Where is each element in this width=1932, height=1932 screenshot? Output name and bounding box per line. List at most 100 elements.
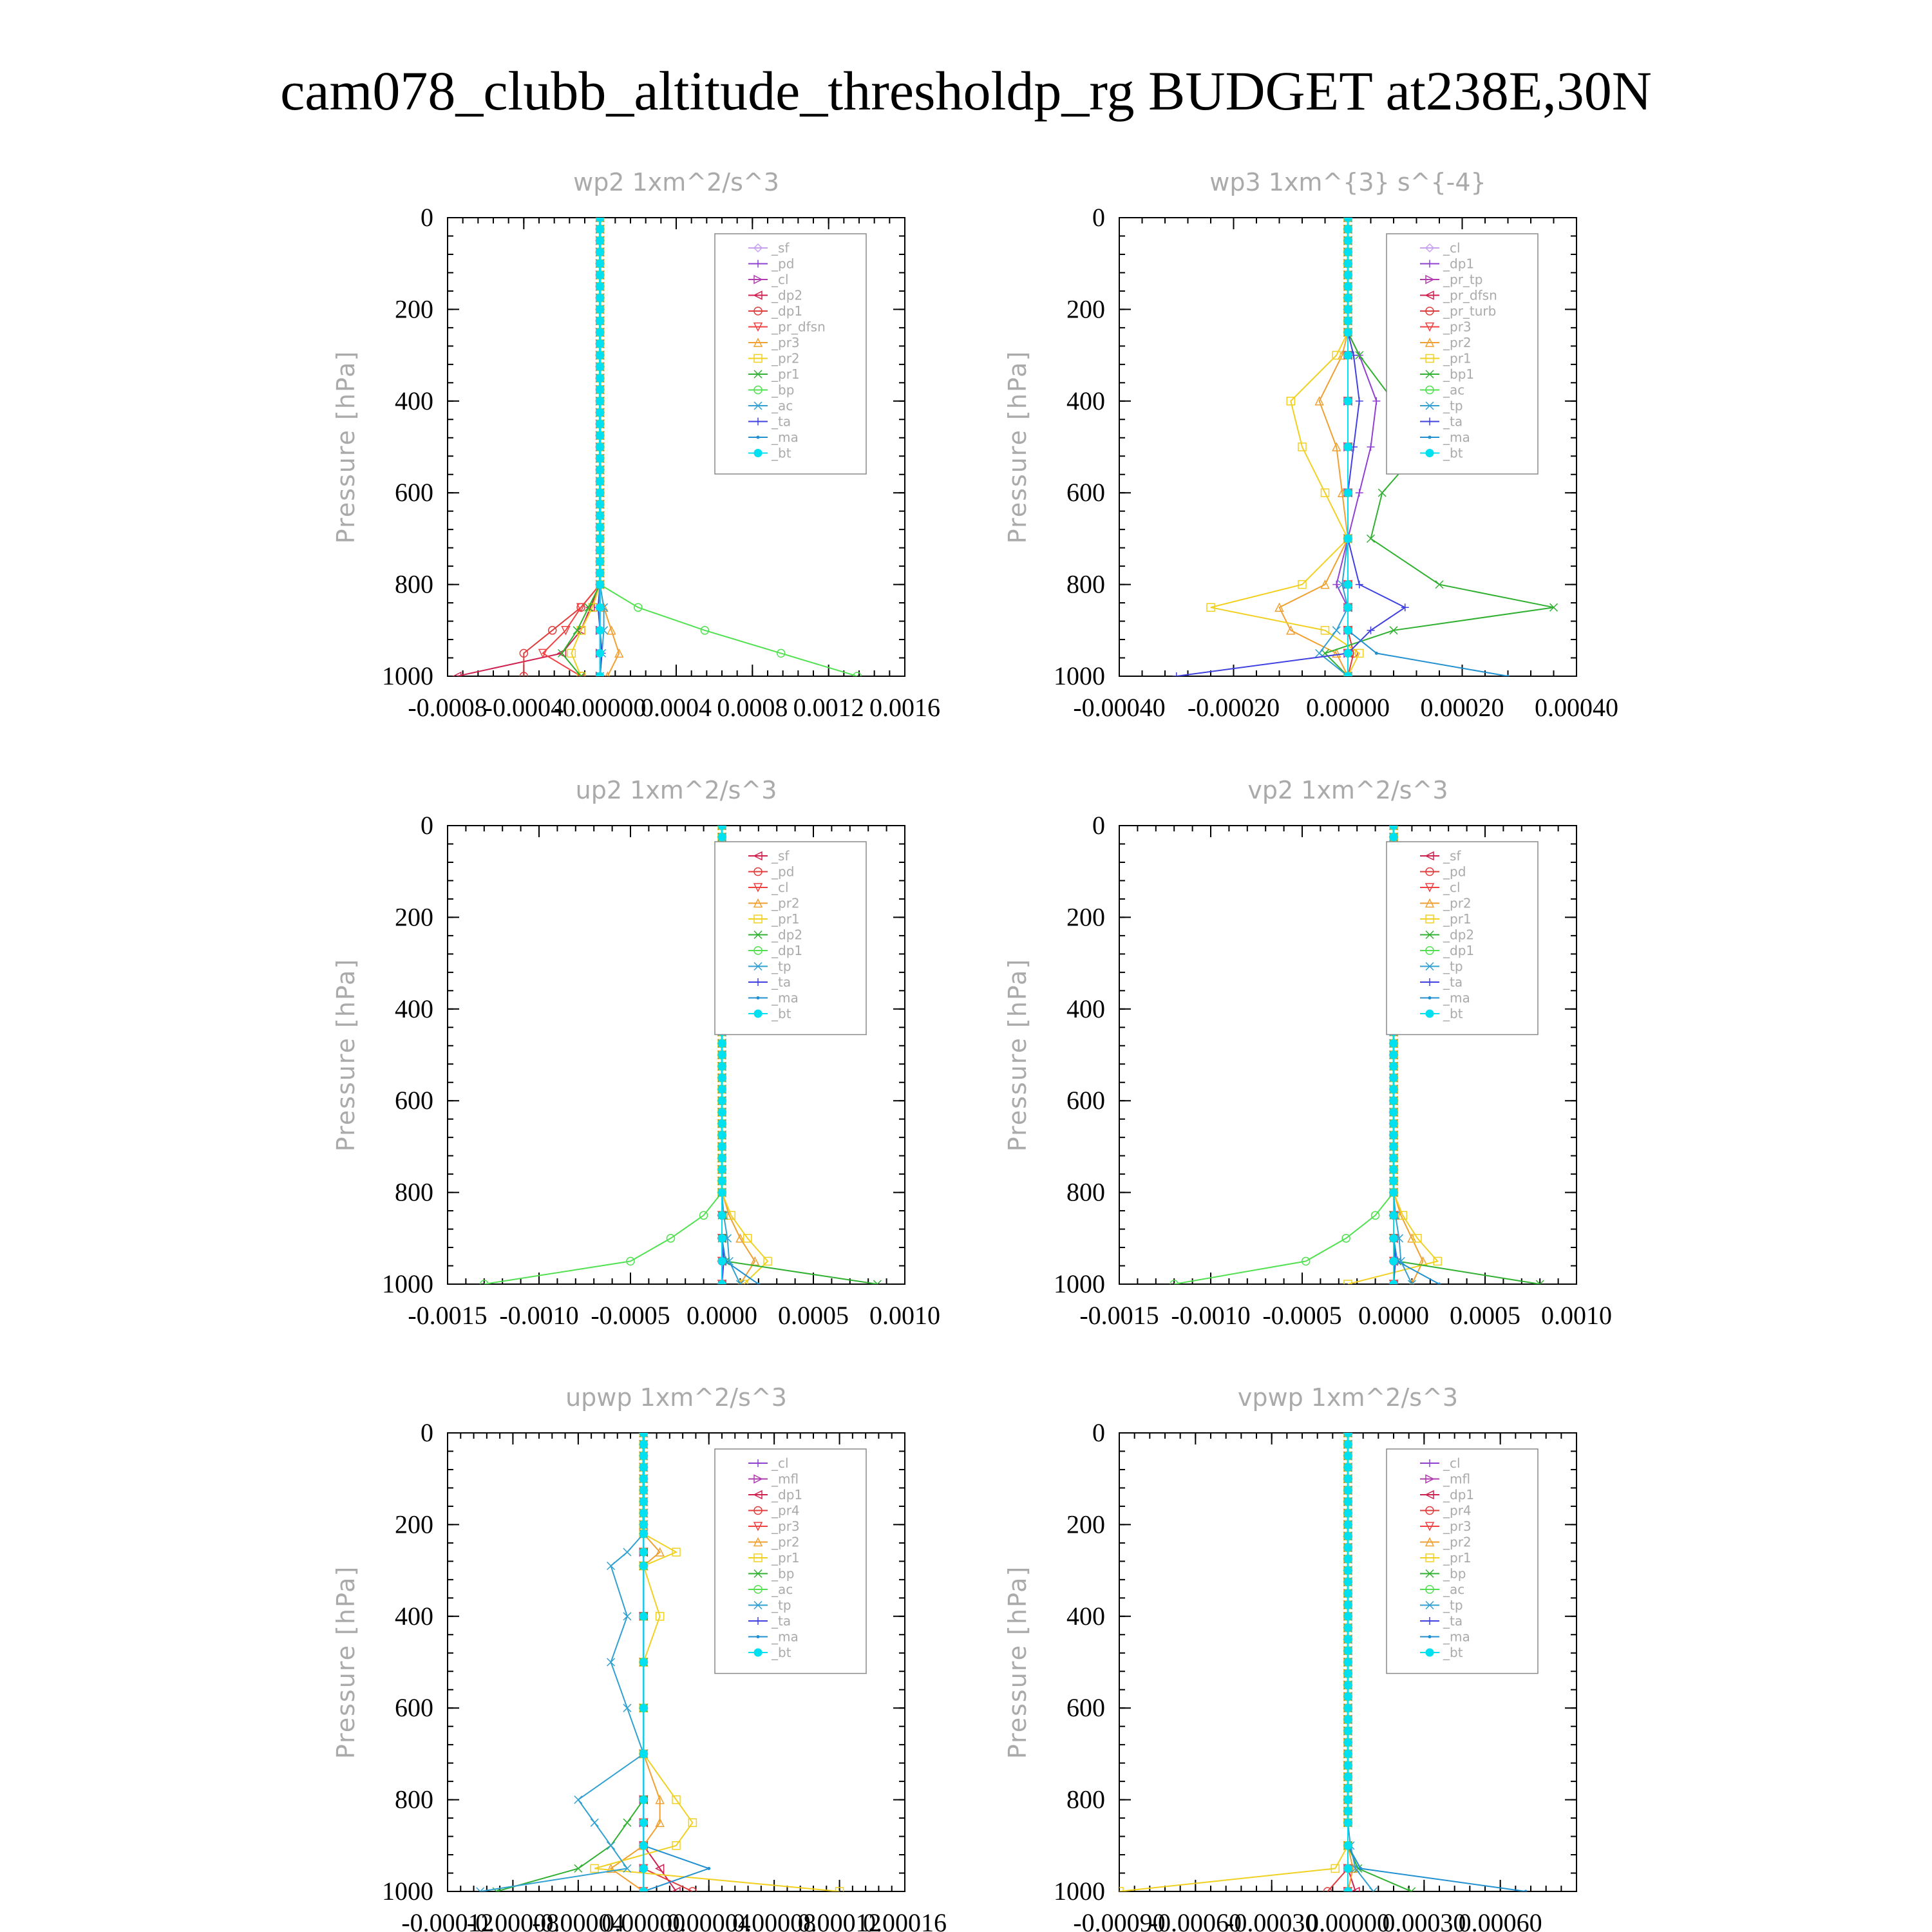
series-marker-zero — [596, 466, 605, 475]
series-line — [480, 1533, 645, 1891]
series-line — [1119, 1823, 1349, 1891]
series-marker — [1301, 1256, 1311, 1266]
y-axis-label: Pressure [hPa] — [332, 958, 360, 1152]
series-marker — [853, 672, 862, 676]
series-marker — [717, 1234, 726, 1243]
series-marker — [1343, 351, 1352, 360]
x-tick-label: -0.00060 — [1150, 1908, 1242, 1932]
x-tick-label: -0.00004 — [532, 1908, 624, 1932]
series-marker — [735, 1280, 744, 1284]
legend-marker — [756, 996, 760, 999]
x-tick-label: 0.0010 — [869, 1301, 940, 1330]
series-marker — [634, 603, 643, 612]
y-tick-label: 200 — [395, 902, 433, 931]
chart-panel: vp2 1xm^2/s^3 Pressure [hPa] 0 200 400 600 800… — [1003, 776, 1612, 1330]
x-tick-label: 0.00000 — [1306, 693, 1390, 722]
series-marker — [626, 1256, 635, 1266]
chart-panel: wp3 1xm^{3} s^{-4} Pressure [hPa] 0 200 400 6… — [1003, 168, 1618, 722]
series-marker-zero — [596, 374, 605, 383]
x-tick-label: 0.0004 — [641, 693, 712, 722]
y-axis-label: Pressure [hPa] — [332, 1566, 360, 1759]
series-marker — [1314, 396, 1324, 406]
legend-marker — [1425, 401, 1434, 410]
legend-marker — [1425, 1585, 1434, 1594]
series-marker-zero — [639, 1452, 648, 1461]
legend-label: _sf — [1443, 848, 1461, 864]
series-marker — [1172, 672, 1180, 676]
x-tick-label: -0.0005 — [591, 1301, 670, 1330]
series-marker-zero — [717, 1165, 726, 1174]
legend-label: _dp1 — [771, 303, 802, 319]
x-tick-label: 0.0005 — [778, 1301, 849, 1330]
series-marker — [623, 1548, 632, 1557]
x-tick-label: 0.00060 — [1459, 1908, 1542, 1932]
legend-marker — [753, 851, 762, 861]
series-marker — [639, 1841, 648, 1850]
series-marker-zero — [717, 1084, 726, 1094]
series-line — [1174, 1191, 1394, 1284]
legend: _cl_mfl_dp1_pr4_pr3_pr2_pr1_bp_ac_tp_ta_… — [1386, 1448, 1539, 1674]
series-marker-zero — [1343, 1600, 1352, 1609]
series-marker — [655, 1547, 665, 1557]
series-marker — [717, 1211, 726, 1220]
y-tick-label: 400 — [1066, 994, 1105, 1023]
y-tick-label: 800 — [395, 1785, 433, 1814]
series-marker — [573, 626, 582, 635]
series-marker — [639, 1658, 648, 1667]
series-marker-zero — [1389, 1074, 1398, 1083]
legend-marker — [753, 1506, 762, 1515]
y-axis-label: Pressure [hPa] — [332, 350, 360, 544]
y-tick-label: 600 — [1066, 1693, 1105, 1722]
y-tick-label: 1000 — [382, 1877, 433, 1906]
y-tick-label: 400 — [395, 994, 433, 1023]
x-tick-label: 0.0012 — [793, 693, 864, 722]
series-marker-zero — [1343, 316, 1352, 325]
series-marker — [1374, 651, 1378, 655]
legend-marker — [753, 883, 763, 893]
series-marker-zero — [1343, 1669, 1352, 1678]
series-marker-zero — [1343, 259, 1352, 268]
series-marker-zero — [1343, 236, 1352, 245]
legend-marker — [753, 930, 762, 940]
series-marker — [1343, 1841, 1352, 1850]
series-marker-zero — [1389, 1039, 1398, 1048]
legend-marker — [753, 1009, 762, 1018]
series-marker — [672, 1795, 681, 1804]
legend-marker — [754, 1459, 762, 1467]
series-marker-zero — [1343, 1658, 1352, 1667]
x-tick-label: 0.0000 — [687, 1301, 757, 1330]
series-marker — [1355, 489, 1363, 497]
series-marker — [655, 1794, 665, 1804]
y-tick-label: 1000 — [1054, 1269, 1105, 1298]
series-marker — [699, 1211, 708, 1220]
legend-label: _cl — [1443, 1455, 1461, 1471]
legend-label: _pr_tp — [1443, 272, 1482, 287]
series-marker-zero — [1389, 1108, 1398, 1117]
legend: _sf_pd_cl_pr2_pr1_dp2_dp1_tp_ta_ma_bt — [1386, 841, 1539, 1036]
series-marker-zero — [596, 408, 605, 417]
series-marker-zero — [596, 225, 605, 234]
legend-label: _dp2 — [1443, 927, 1474, 943]
series-marker — [538, 649, 548, 659]
series-marker — [1343, 328, 1352, 337]
series-marker-zero — [596, 419, 605, 428]
series-marker — [574, 1795, 583, 1804]
series-marker-zero — [717, 1153, 726, 1162]
y-axis-label: Pressure [hPa] — [1003, 1566, 1032, 1759]
series-marker — [735, 1233, 745, 1243]
series-marker-zero — [596, 488, 605, 497]
series-marker — [1343, 1280, 1352, 1284]
legend-marker — [753, 322, 763, 332]
series-marker — [763, 1256, 772, 1266]
panel-title: wp3 1xm^{3} s^{-4} — [1209, 168, 1486, 196]
legend-box — [714, 841, 867, 1036]
series-line — [1347, 1192, 1439, 1284]
legend-marker — [753, 307, 762, 316]
series-marker — [717, 1280, 726, 1284]
legend-marker — [1425, 1600, 1434, 1610]
series-marker-zero — [596, 500, 605, 509]
panel-title: wp2 1xm^2/s^3 — [573, 168, 779, 196]
legend-label: _pd — [1443, 864, 1466, 880]
y-tick-label: 1000 — [382, 661, 433, 690]
legend-label: _ac — [771, 1582, 793, 1597]
